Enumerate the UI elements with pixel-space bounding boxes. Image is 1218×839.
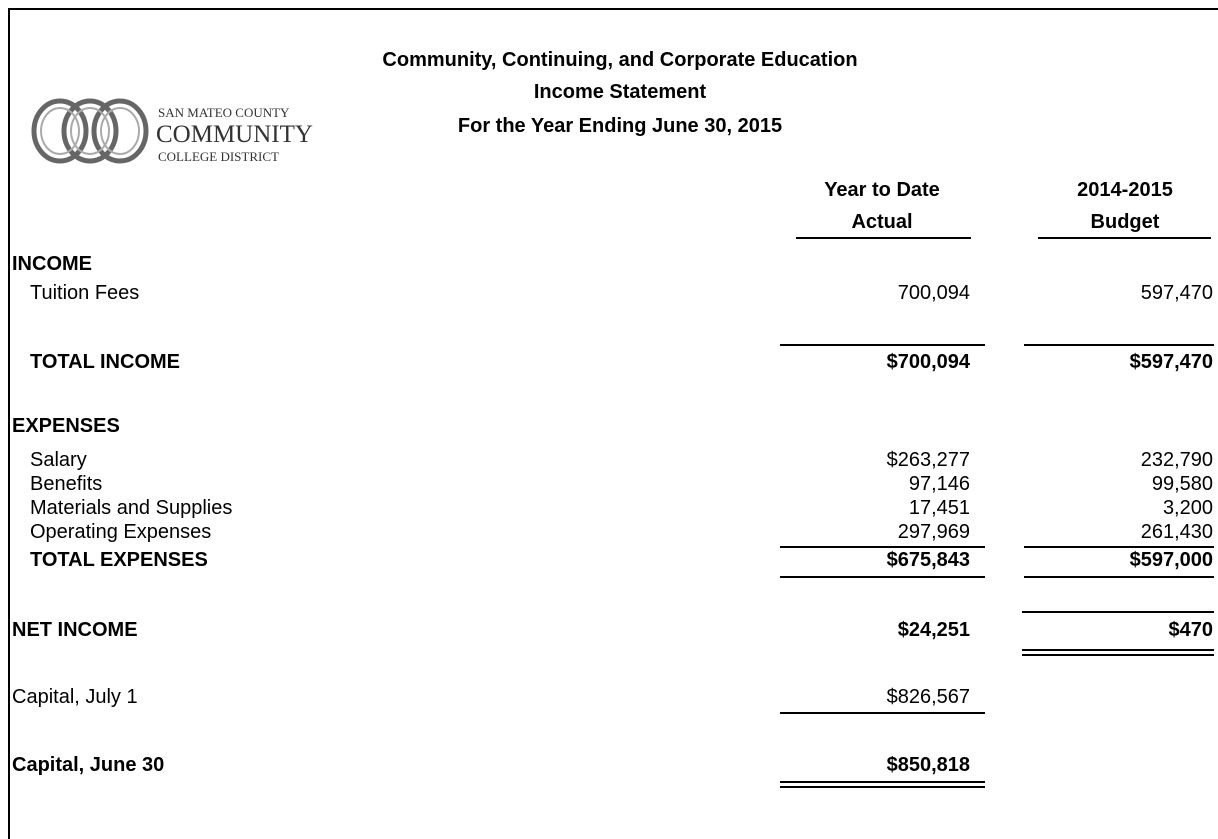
rule [1022,654,1214,656]
row-value: $470 [1168,619,1214,641]
rule [1038,237,1211,239]
frame-left [8,8,10,839]
rule [1024,576,1214,578]
row-label: Capital, July 1 [12,686,138,708]
row-value: $700,094 [886,351,970,373]
logo-text: COLLEGE DISTRICT [158,149,279,164]
row-label: Capital, June 30 [12,754,165,776]
row-value: 17,451 [908,497,970,519]
rule [1022,611,1214,613]
row-label: INCOME [12,253,92,275]
row-label: Materials and Supplies [30,497,233,519]
row-value: 232,790 [1140,449,1213,471]
frame-top [8,8,1218,10]
row-value: 97,146 [908,473,970,495]
logo-text: COMMUNITY [156,121,313,148]
logo: SAN MATEO COUNTY COMMUNITY COLLEGE DISTR… [31,98,313,164]
row-label: EXPENSES [12,415,120,437]
title: For the Year Ending June 30, 2015 [457,115,783,137]
title: Community, Continuing, and Corporate Edu… [382,49,858,71]
row-label: Salary [30,449,87,471]
row-value: 700,094 [897,282,970,304]
row-value: $263,277 [886,449,970,471]
row-label: NET INCOME [12,619,138,641]
row-value: $826,567 [886,686,970,708]
rule [780,576,985,578]
row-label: Benefits [30,473,103,495]
rule [1024,344,1214,346]
title: Income Statement [533,81,707,103]
row-value: 261,430 [1140,521,1213,543]
row-value: 297,969 [897,521,970,543]
rule [780,786,985,788]
rule [1022,649,1214,651]
logo-text: SAN MATEO COUNTY [158,105,290,120]
row-label: Operating Expenses [30,521,212,543]
column-header: Year to Date [824,179,940,201]
row-value: 3,200 [1162,497,1213,519]
row-value: $850,818 [886,754,970,776]
row-value: 597,470 [1140,282,1213,304]
rule [780,344,985,346]
row-value: $597,000 [1129,549,1213,571]
column-header: 2014-2015 [1077,179,1173,201]
row-value: $24,251 [897,619,970,641]
rule [1024,546,1214,548]
rule [796,237,971,239]
row-label: TOTAL INCOME [30,351,180,373]
row-value: $597,470 [1129,351,1213,373]
rule [780,712,985,714]
row-value: 99,580 [1151,473,1213,495]
row-label: Tuition Fees [30,282,140,304]
column-header: Budget [1090,211,1160,233]
row-value: $675,843 [886,549,970,571]
rule [780,546,985,548]
row-label: TOTAL EXPENSES [30,549,208,571]
rule [780,781,985,783]
column-header: Actual [851,211,913,233]
